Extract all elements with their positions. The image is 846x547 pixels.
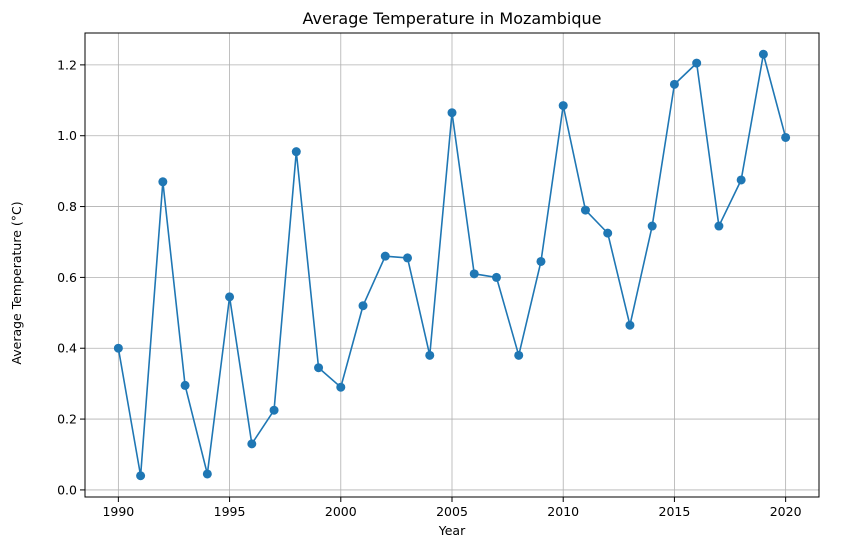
axis-ticks: 1990 1995 2000 2005 2010 2015 2020 0.0 0.2 0.4 0.6… <box>57 57 801 519</box>
data-point <box>714 221 724 231</box>
data-point <box>425 350 435 360</box>
data-point <box>225 292 235 302</box>
data-point <box>647 221 657 231</box>
data-point <box>536 256 546 266</box>
y-tick-label: 0.2 <box>57 412 77 427</box>
data-point <box>269 405 279 415</box>
y-tick-label: 1.2 <box>57 57 77 72</box>
data-point <box>603 228 613 238</box>
chart-title: Average Temperature in Mozambique <box>302 9 601 28</box>
data-point <box>692 58 702 68</box>
data-point <box>336 382 346 392</box>
x-tick-label: 2010 <box>547 504 579 519</box>
x-tick-label: 2015 <box>659 504 691 519</box>
data-point <box>380 251 390 261</box>
x-tick-label: 1995 <box>214 504 246 519</box>
data-point <box>113 343 123 353</box>
y-tick-label: 0.6 <box>57 270 77 285</box>
y-axis-label: Average Temperature (°C) <box>9 201 24 364</box>
data-point <box>491 272 501 282</box>
x-tick-label: 2000 <box>325 504 357 519</box>
x-axis-label: Year <box>438 523 466 538</box>
data-point <box>758 49 768 59</box>
data-point <box>202 469 212 479</box>
data-point <box>358 301 368 311</box>
data-point <box>247 439 257 449</box>
data-point <box>314 363 324 373</box>
data-point <box>514 350 524 360</box>
data-point <box>158 177 168 187</box>
data-point <box>669 79 679 89</box>
y-tick-label: 1.0 <box>57 128 77 143</box>
data-point <box>625 320 635 330</box>
data-point <box>736 175 746 185</box>
data-point <box>469 269 479 279</box>
data-point <box>180 380 190 390</box>
data-point <box>580 205 590 215</box>
y-tick-label: 0.4 <box>57 341 77 356</box>
data-point <box>781 132 791 142</box>
x-tick-label: 2005 <box>436 504 468 519</box>
data-point <box>558 101 568 111</box>
y-tick-label: 0.0 <box>57 482 77 497</box>
x-tick-label: 1990 <box>102 504 134 519</box>
data-point <box>447 108 457 118</box>
y-tick-label: 0.8 <box>57 199 77 214</box>
data-point <box>403 253 413 263</box>
data-series <box>113 49 791 481</box>
data-point <box>291 147 301 157</box>
x-tick-label: 2020 <box>770 504 802 519</box>
data-point <box>136 471 146 481</box>
